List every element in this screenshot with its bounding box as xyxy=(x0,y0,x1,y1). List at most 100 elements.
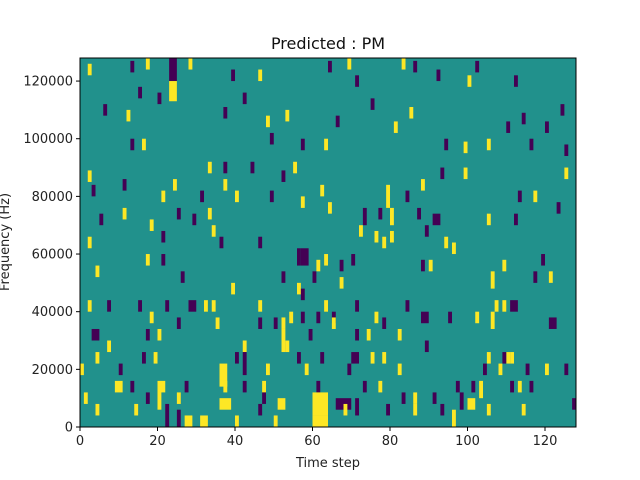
heatmap-cell-high xyxy=(312,415,328,427)
heatmap-cell-high xyxy=(95,265,100,278)
heatmap-cell-high xyxy=(273,415,278,427)
heatmap-cell-low xyxy=(506,121,511,133)
heatmap-cell-low xyxy=(362,380,367,393)
heatmap-cell-low xyxy=(440,167,445,180)
heatmap-cell-high xyxy=(211,300,216,312)
heatmap-cell-low xyxy=(180,271,185,283)
heatmap-cell-low xyxy=(103,104,108,116)
heatmap-cell-high xyxy=(452,409,456,427)
heatmap-cell-high xyxy=(145,58,150,70)
heatmap-cell-low xyxy=(320,352,325,364)
heatmap-cell-low xyxy=(510,380,515,393)
heatmap-cell-high xyxy=(452,242,456,255)
heatmap-cell-low xyxy=(355,75,360,87)
x-tick-label: 60 xyxy=(304,434,321,449)
heatmap-cell-low xyxy=(176,207,181,220)
heatmap-cell-low xyxy=(192,213,197,226)
heatmap-cell-high xyxy=(95,403,100,416)
heatmap-cell-high xyxy=(107,340,112,353)
heatmap-cell-high xyxy=(157,328,162,341)
heatmap-cell-high xyxy=(517,380,522,393)
heatmap-cell-low xyxy=(475,60,480,73)
heatmap-cell-low xyxy=(386,403,391,416)
heatmap-cell-high xyxy=(145,254,150,266)
heatmap-cell-high xyxy=(490,311,495,329)
heatmap-cell-low xyxy=(316,380,321,393)
heatmap-cell-low xyxy=(300,248,309,266)
heatmap-cell-high xyxy=(444,236,449,249)
heatmap-cell-high xyxy=(281,328,286,353)
heatmap-cell-low xyxy=(355,328,360,341)
heatmap-cell-high xyxy=(490,271,495,289)
heatmap-cell-high xyxy=(277,398,286,410)
heatmap-cell-low xyxy=(378,207,383,220)
heatmap-cell-low xyxy=(545,121,549,133)
heatmap-cell-high xyxy=(266,115,270,128)
heatmap-cell-high xyxy=(211,225,216,237)
heatmap-cell-low xyxy=(165,300,170,312)
heatmap-cell-low xyxy=(250,161,255,174)
heatmap-cell-low xyxy=(424,225,429,237)
heatmap-cell-high xyxy=(173,179,177,191)
heatmap-cell-high xyxy=(564,167,569,180)
heatmap-cell-high xyxy=(331,317,336,329)
heatmap-cell-low xyxy=(529,138,534,151)
heatmap-cell-low xyxy=(91,184,96,197)
heatmap-cell-low xyxy=(328,60,332,73)
heatmap-cell-high xyxy=(324,300,329,312)
heatmap-cell-low xyxy=(188,300,197,312)
heatmap-cell-low xyxy=(161,254,166,266)
heatmap-cell-high xyxy=(467,398,476,410)
heatmap-cell-low xyxy=(471,380,476,393)
heatmap-cell-low xyxy=(269,190,274,203)
heatmap-cell-low xyxy=(130,60,135,73)
heatmap-cell-high xyxy=(289,311,294,324)
heatmap-cell-high xyxy=(366,328,371,341)
heatmap-cell-high xyxy=(262,380,267,393)
heatmap-cell-high xyxy=(401,58,406,70)
heatmap-cell-high xyxy=(359,225,363,237)
heatmap-cell-low xyxy=(281,170,286,182)
heatmap-cell-low xyxy=(300,311,305,324)
heatmap-cell-high xyxy=(219,398,232,410)
heatmap-cell-low xyxy=(223,161,228,174)
x-tick-label: 20 xyxy=(149,434,166,449)
heatmap-cell-low xyxy=(421,311,429,324)
heatmap-cell-high xyxy=(390,207,394,226)
heatmap-cell-high xyxy=(114,380,123,393)
heatmap-cell-low xyxy=(459,392,464,410)
heatmap-cell-high xyxy=(533,190,538,203)
heatmap-cell-high xyxy=(370,352,375,364)
heatmap-cell-high xyxy=(409,107,414,119)
heatmap-cell-low xyxy=(362,207,367,226)
heatmap-cell-low xyxy=(529,380,534,393)
heatmap-cell-high xyxy=(122,207,127,220)
heatmap-cell-low xyxy=(560,104,565,116)
heatmap-cell-low xyxy=(312,271,317,283)
heatmap-cell-high xyxy=(316,259,321,272)
heatmap-cell-high xyxy=(235,190,239,203)
heatmap-cell-high xyxy=(502,259,507,272)
heatmap-cell-low xyxy=(130,138,135,151)
heatmap-cell-high xyxy=(486,138,491,151)
heatmap-cell-low xyxy=(556,202,561,214)
heatmap-cell-high xyxy=(219,363,228,387)
heatmap-cell-high xyxy=(87,300,92,312)
x-axis: 0 20 40 60 80 100 120 xyxy=(76,427,557,449)
y-tick-label: 100000 xyxy=(23,132,73,147)
heatmap-cell-low xyxy=(157,92,162,105)
heatmap-cell-low xyxy=(297,248,301,266)
heatmap-cell-low xyxy=(533,271,538,283)
heatmap-cell-low xyxy=(161,230,166,243)
heatmap-cell-low xyxy=(242,92,247,105)
heatmap-cell-low xyxy=(355,300,360,312)
heatmap-cell-high xyxy=(157,386,162,410)
heatmap-cell-low xyxy=(297,352,301,364)
heatmap-cell-low xyxy=(541,254,546,266)
heatmap-cell-high xyxy=(397,328,402,341)
heatmap-cell-low xyxy=(223,107,228,119)
heatmap-cell-high xyxy=(498,363,503,376)
heatmap-cell-high xyxy=(397,363,402,376)
heatmap-cell-low xyxy=(572,398,577,410)
